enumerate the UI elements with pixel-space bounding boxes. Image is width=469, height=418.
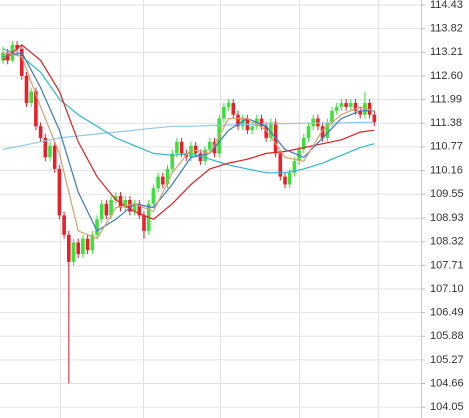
y-tick-label: 105.27 (430, 354, 464, 366)
candle-body (372, 114, 377, 123)
candle-body (48, 145, 52, 158)
y-tick-label: 104.66 (430, 377, 464, 389)
candle-body (269, 122, 273, 138)
candle-body (203, 149, 207, 162)
candle-body (283, 176, 287, 185)
vertical-grid (60, 0, 379, 418)
candle-body (222, 106, 226, 119)
candle-body (81, 238, 85, 255)
candle-body (62, 215, 66, 235)
y-tick-label: 111.38 (430, 117, 462, 129)
candle-body (67, 234, 71, 262)
y-tick-label: 107.10 (430, 283, 464, 295)
candle-body (104, 203, 109, 216)
candle-body (29, 91, 33, 104)
y-tick-label: 113.21 (430, 46, 463, 58)
candle-body (330, 110, 334, 123)
candle-body (90, 234, 95, 251)
y-tick-label: 112.60 (430, 70, 463, 82)
y-tick-label: 110.77 (430, 141, 463, 153)
candle-body (43, 137, 48, 158)
candle-body (231, 103, 236, 115)
candle-body (240, 118, 245, 127)
candle-body (132, 203, 137, 212)
y-tick-label: 104.05 (430, 401, 464, 413)
moving-average-line (2, 48, 375, 174)
candle-body (339, 103, 344, 107)
candle-body (128, 199, 132, 212)
candle-body (24, 75, 29, 104)
candle-body (15, 44, 19, 49)
candle-body (189, 145, 193, 158)
candle-body (325, 122, 330, 138)
candle-body (367, 103, 372, 115)
candle-body (38, 126, 43, 138)
candle-body (358, 110, 362, 115)
candle-body (353, 103, 358, 111)
candle-body (250, 126, 254, 131)
candle-body (34, 91, 38, 127)
candle-body (95, 219, 99, 235)
candle-body (137, 203, 142, 216)
candle-body (99, 203, 104, 220)
y-tick-label: 111.99 (430, 93, 462, 105)
candle-body (175, 141, 179, 154)
candle-body (57, 168, 62, 216)
candle-body (20, 48, 24, 76)
candle-body (306, 126, 311, 138)
candle-body (85, 238, 90, 251)
candle-body (208, 141, 212, 150)
y-tick-label: 107.71 (430, 259, 464, 271)
candle-body (151, 188, 156, 204)
candle-body (292, 161, 297, 173)
candle-body (363, 103, 367, 115)
candle-body (259, 118, 264, 127)
candle-body (114, 196, 118, 200)
candle-body (109, 199, 113, 216)
candle-body (156, 176, 160, 189)
y-tick-label: 105.88 (430, 330, 464, 342)
candle-body (165, 168, 170, 185)
y-tick-label: 110.16 (430, 164, 463, 176)
candle-body (287, 172, 292, 185)
moving-average-line (2, 52, 375, 232)
candle-body (71, 242, 76, 262)
candle-body (179, 141, 184, 154)
candle-body (226, 103, 231, 107)
candle-body (142, 215, 146, 231)
candle-body (193, 145, 198, 154)
y-tick-label: 108.93 (430, 212, 464, 224)
candle-body (161, 176, 165, 185)
candle-body (349, 103, 353, 107)
candle-body (278, 153, 283, 177)
y-tick-label: 106.49 (430, 307, 464, 319)
candle-body (236, 114, 240, 127)
moving-average-line (2, 52, 375, 240)
candle-body (302, 137, 306, 150)
candle-body (316, 118, 320, 127)
candle-body (170, 153, 174, 169)
candle-body (118, 196, 123, 208)
moving-average-line (2, 121, 375, 151)
y-tick-label: 108.32 (430, 236, 464, 248)
candle-body (123, 199, 127, 208)
candle-body (52, 145, 57, 169)
y-tick-label: 113.82 (430, 23, 463, 35)
candle-body (344, 103, 348, 107)
candle-body (264, 126, 268, 138)
candle-body (320, 126, 325, 138)
candle-body (76, 242, 80, 255)
candle-body (334, 106, 339, 111)
y-tick-label: 109.55 (430, 188, 464, 200)
candle-body (198, 153, 203, 162)
y-tick-label: 114.43 (430, 0, 463, 11)
candle-body (311, 118, 315, 127)
